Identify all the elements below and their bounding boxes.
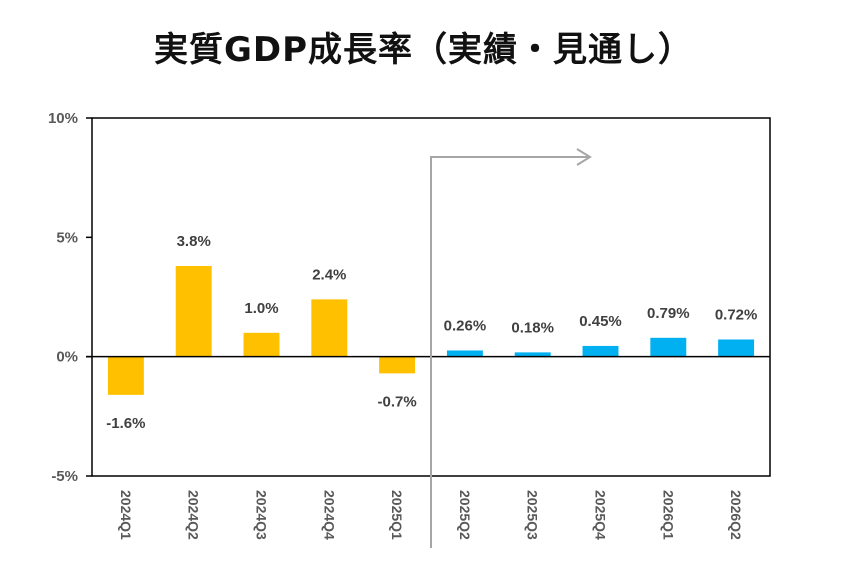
bar [514,352,551,357]
category-labels: 2024Q1 2024Q2 2024Q3 2024Q4 2025Q1 2025Q2 2025… [118,490,744,540]
data-label: 0.45% [579,313,622,330]
data-label: 1.0% [244,300,278,317]
category-label: 2026Q1 [660,490,676,540]
data-label: 2.4% [312,266,346,283]
category-label: 2024Q2 [186,490,202,540]
data-label: 0.72% [715,306,758,323]
data-label: 0.79% [647,305,690,322]
data-label: -0.7% [378,393,417,410]
data-label: 0.18% [511,319,554,336]
y-tick-label: 10% [48,110,78,127]
data-label: -1.6% [106,415,145,432]
chart-title: 実質GDP成長率（実績・見通し） [153,30,694,70]
bar [718,339,755,357]
bar [107,356,144,395]
y-tick-label: 0% [56,349,78,366]
arrow-head-icon [576,148,592,166]
bar [243,332,280,357]
y-axis-ticks: -5% 0% 5% 10% [48,110,92,485]
category-label: 2025Q1 [389,490,405,540]
category-label: 2025Q4 [593,490,609,540]
bar [446,350,483,357]
data-label: 0.26% [444,317,487,334]
divider-line [430,156,589,548]
data-label: 3.8% [177,233,211,250]
category-label: 2026Q2 [728,490,744,540]
category-label: 2025Q3 [525,490,541,540]
y-tick-label: -5% [51,468,78,485]
bar [650,337,687,357]
category-label: 2024Q1 [118,490,134,540]
forecast-divider-arrow [430,148,592,548]
bars [107,265,755,395]
category-label: 2025Q2 [457,490,473,540]
bar [175,265,212,357]
category-label: 2024Q4 [321,490,337,540]
bar [582,345,619,357]
bar [311,299,348,357]
category-label: 2024Q3 [254,490,270,540]
data-labels: -1.6% 3.8% 1.0% 2.4% -0.7% 0.26% 0.18% 0.45% 0.7… [106,233,757,432]
bar [379,356,416,374]
y-tick-label: 5% [56,229,78,246]
